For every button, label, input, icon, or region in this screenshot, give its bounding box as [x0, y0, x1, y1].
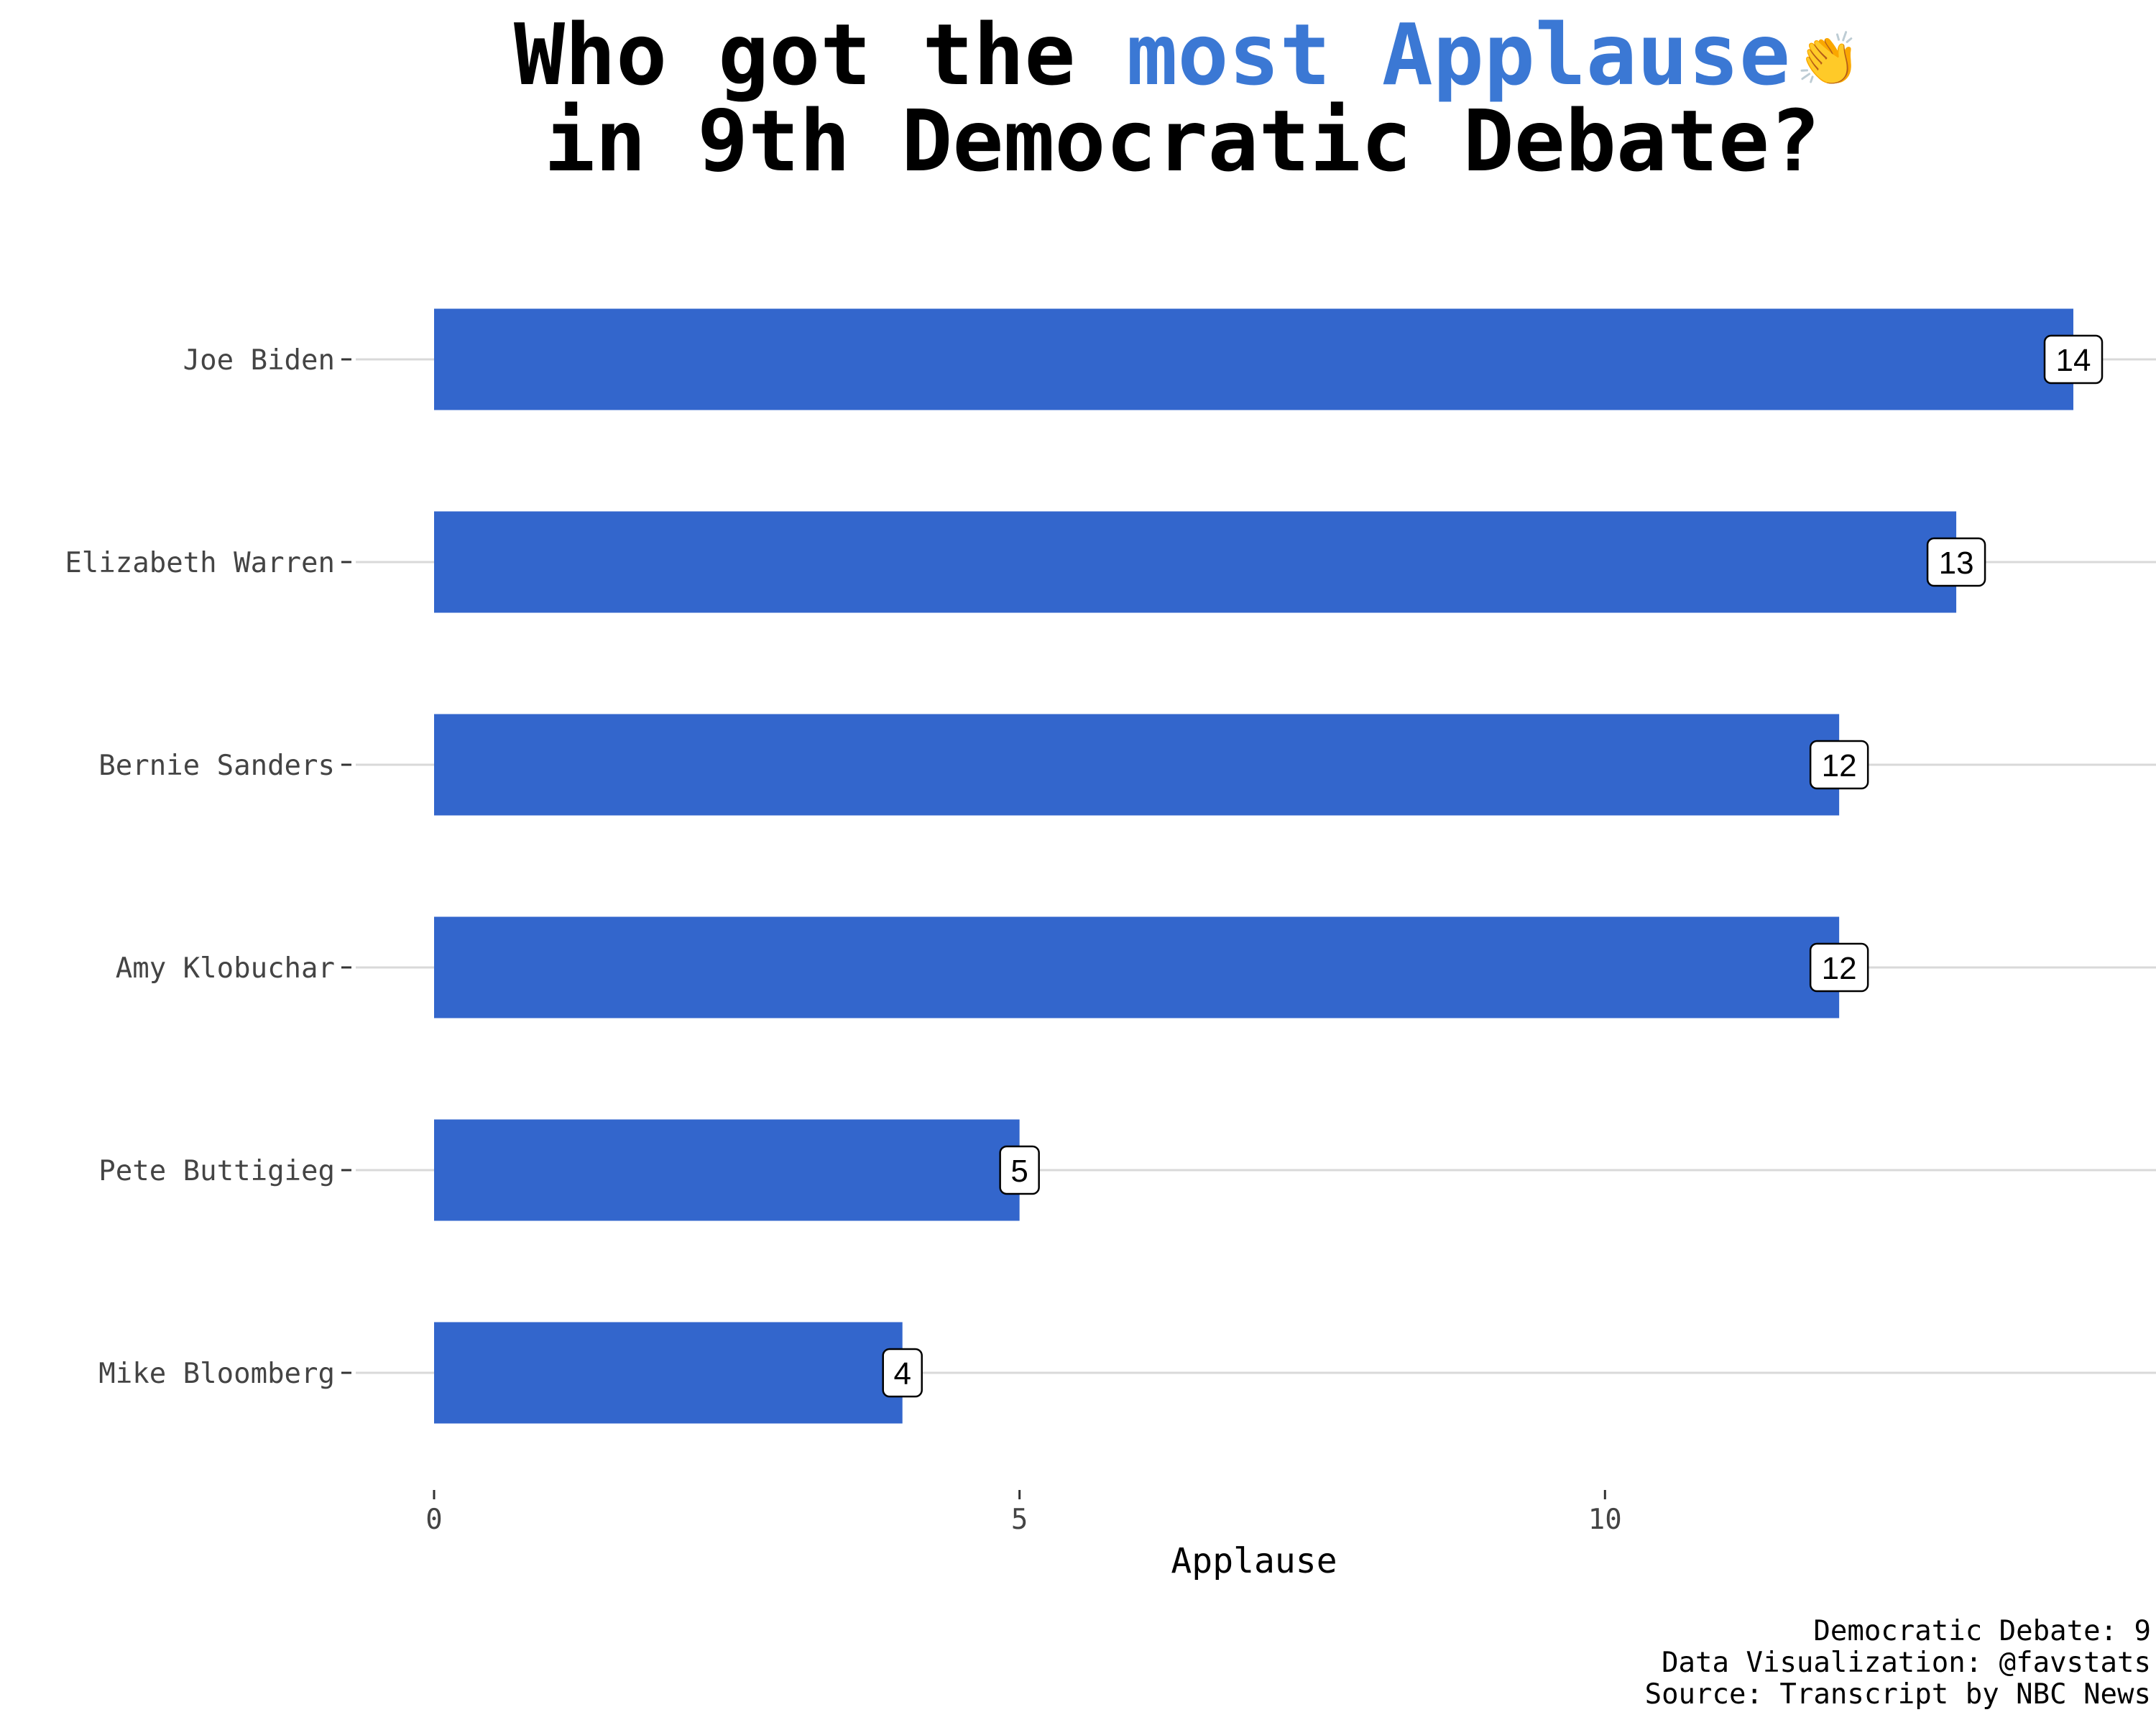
bar	[434, 308, 2073, 410]
y-tick-label: Pete Buttigieg	[98, 1155, 335, 1187]
data-label-box	[1809, 740, 1869, 790]
caption-credit: Data Visualization: @favstats	[1662, 1647, 2151, 1679]
chart-title: Who got the most Applause 👏 in 9th Democr…	[0, 0, 2156, 194]
data-labels: 14 13 12 12 5 4	[882, 334, 2104, 1398]
x-tick-label: 10	[1588, 1504, 1622, 1536]
y-tick-label: Bernie Sanders	[98, 750, 335, 782]
title-text: Who got the	[514, 5, 1127, 104]
bar	[434, 1322, 903, 1424]
caption-debate: Democratic Debate: 9	[1813, 1615, 2151, 1647]
y-tick-label: Joe Biden	[183, 344, 335, 377]
y-tick-label: Elizabeth Warren	[65, 547, 335, 579]
data-label: 4	[893, 1356, 911, 1392]
data-label-box	[1926, 537, 1986, 587]
data-label-box	[882, 1348, 923, 1398]
data-label-box	[1809, 942, 1869, 993]
x-tick-label: 5	[1011, 1504, 1028, 1536]
bar	[434, 511, 1957, 613]
y-axis: Joe Biden Elizabeth Warren Bernie Sanders A…	[65, 344, 351, 1390]
data-label: 12	[1822, 951, 1857, 986]
bars	[434, 308, 2073, 1424]
data-label-box	[2043, 334, 2104, 385]
x-axis: 0 5 10	[425, 1490, 1622, 1536]
title-line-2: in 9th Democratic Debate?	[544, 91, 1821, 190]
y-tick-label: Mike Bloomberg	[98, 1358, 335, 1390]
data-label: 13	[1939, 546, 1974, 581]
title-line-1: Who got the most Applause 👏	[514, 10, 1861, 104]
data-label: 5	[1010, 1154, 1028, 1189]
data-label: 12	[1822, 748, 1857, 783]
x-axis-title: Applause	[1171, 1541, 1337, 1581]
data-label-box	[999, 1145, 1040, 1195]
x-tick-label: 0	[425, 1504, 442, 1536]
bar	[434, 1119, 1020, 1221]
y-tick-label: Amy Klobuchar	[116, 952, 335, 985]
caption-source: Source: Transcript by NBC News	[1644, 1678, 2151, 1711]
chart-caption: Democratic Debate: 9 Data Visualization:…	[1645, 1616, 2151, 1711]
data-label: 14	[2056, 343, 2091, 378]
bar	[434, 916, 1840, 1018]
title-highlight: most Applause	[1126, 5, 1791, 104]
clapping-hands-icon: 👏	[1796, 29, 1861, 89]
bar	[434, 714, 1840, 816]
